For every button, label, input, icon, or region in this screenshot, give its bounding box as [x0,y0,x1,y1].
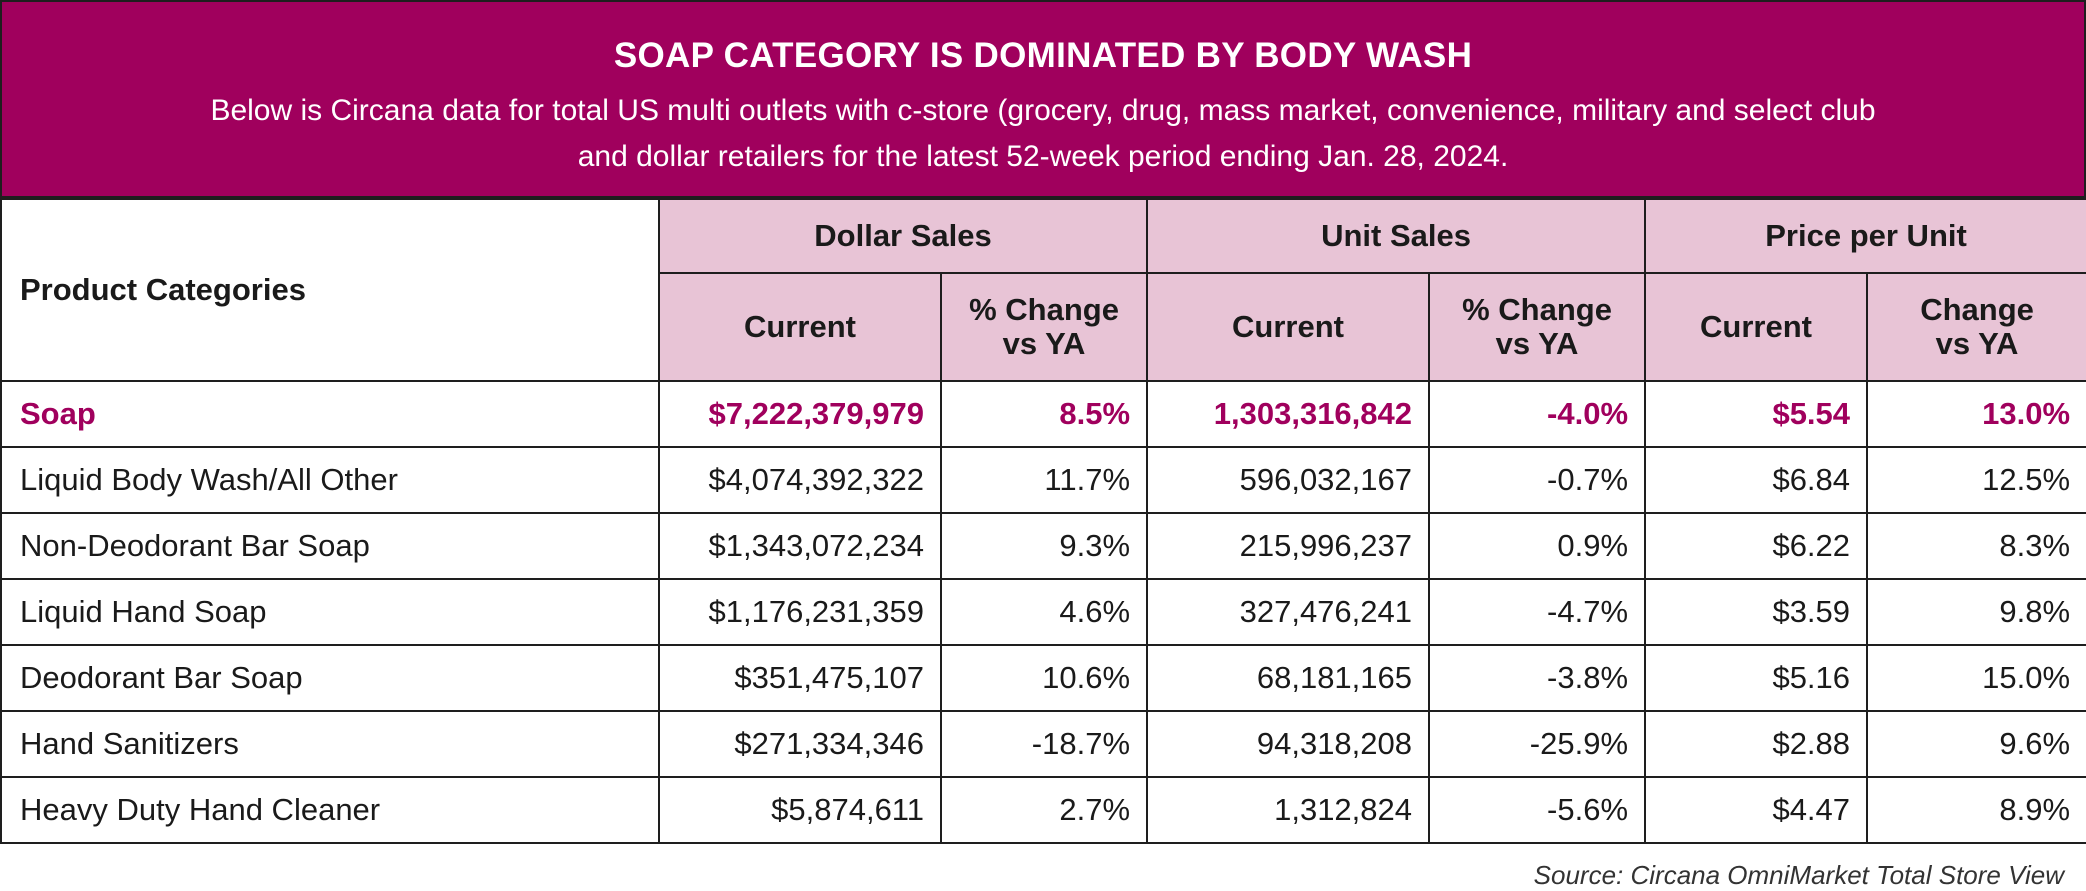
cell-price-change: 9.6% [1866,710,2086,778]
cell-dollar-current: $1,343,072,234 [658,512,942,580]
cell-unit-change: 0.9% [1428,512,1647,580]
row-header-product-categories: Product Categories [0,198,660,382]
title-banner: SOAP CATEGORY IS DOMINATED BY BODY WASH … [0,0,2086,198]
cell-category: Deodorant Bar Soap [0,644,660,712]
cell-dollar-current: $4,074,392,322 [658,446,942,514]
table-body: Soap $7,222,379,979 8.5% 1,303,316,842 -4.0%… [0,380,2086,844]
cell-price-change: 8.3% [1866,512,2086,580]
table-row: Liquid Hand Soap $1,176,231,359 4.6% 327,47… [0,578,2086,646]
cell-unit-change: -0.7% [1428,446,1647,514]
cell-unit-current: 327,476,241 [1146,578,1431,646]
table-row: Soap $7,222,379,979 8.5% 1,303,316,842 -4.0%… [0,380,2086,448]
table-row: Liquid Body Wash/All Other $4,074,392,322… [0,446,2086,514]
cell-price-current: $4.47 [1644,776,1869,844]
cell-dollar-current: $351,475,107 [658,644,942,712]
cell-dollar-change: 9.3% [939,512,1149,580]
cell-category: Hand Sanitizers [0,710,660,778]
group-header-row: Product Categories Dollar Sales Unit Sal… [0,198,2086,382]
cell-unit-current: 1,303,316,842 [1146,380,1431,448]
cell-dollar-current: $1,176,231,359 [658,578,942,646]
cell-unit-change: -4.0% [1428,380,1647,448]
cell-price-change: 15.0% [1866,644,2086,712]
cell-unit-current: 1,312,824 [1146,776,1431,844]
col-header-dollar-current: Current [658,272,942,382]
cell-dollar-change: 2.7% [939,776,1149,844]
cell-dollar-change: 8.5% [939,380,1149,448]
cell-dollar-current: $7,222,379,979 [658,380,942,448]
source-note: Source: Circana OmniMarket Total Store V… [1533,860,2064,890]
col-header-price-change: Change vs YA [1866,272,2086,382]
table-row: Non-Deodorant Bar Soap $1,343,072,234 9.3%… [0,512,2086,580]
cell-dollar-change: -18.7% [939,710,1149,778]
cell-price-current: $2.88 [1644,710,1869,778]
table-row: Heavy Duty Hand Cleaner $5,874,611 2.7% 1,3… [0,776,2086,844]
cell-dollar-change: 10.6% [939,644,1149,712]
cell-price-current: $5.54 [1644,380,1869,448]
cell-dollar-change: 4.6% [939,578,1149,646]
col-header-unit-change: % Change vs YA [1428,272,1647,382]
cell-category: Liquid Hand Soap [0,578,660,646]
cell-unit-current: 215,996,237 [1146,512,1431,580]
cell-unit-change: -5.6% [1428,776,1647,844]
cell-unit-current: 68,181,165 [1146,644,1431,712]
chart-title: SOAP CATEGORY IS DOMINATED BY BODY WASH [613,36,1473,75]
cell-price-change: 13.0% [1866,380,2086,448]
cell-unit-change: -3.8% [1428,644,1647,712]
cell-unit-change: -4.7% [1428,578,1647,646]
sub-header-row: Current % Change vs YA Current % Change … [1,272,2086,382]
cell-price-change: 8.9% [1866,776,2086,844]
cell-category: Liquid Body Wash/All Other [0,446,660,514]
cell-price-current: $6.84 [1644,446,1869,514]
cell-price-current: $5.16 [1644,644,1869,712]
cell-price-current: $3.59 [1644,578,1869,646]
cell-unit-current: 596,032,167 [1146,446,1431,514]
col-header-unit-current: Current [1146,272,1431,382]
cell-dollar-change: 11.7% [939,446,1149,514]
cell-price-current: $6.22 [1644,512,1869,580]
cell-dollar-current: $271,334,346 [658,710,942,778]
table-row: Deodorant Bar Soap $351,475,107 10.6% 68,18… [0,644,2086,712]
col-header-dollar-change: % Change vs YA [939,272,1149,382]
group-header-price-per-unit: Price per Unit [1644,198,2086,274]
cell-category: Non-Deodorant Bar Soap [0,512,660,580]
group-header-dollar-sales: Dollar Sales [657,198,1149,274]
cell-unit-change: -25.9% [1428,710,1647,778]
cell-price-change: 12.5% [1866,446,2086,514]
group-header-unit-sales: Unit Sales [1146,198,1647,274]
sales-table: Product Categories Dollar Sales Unit Sal… [0,198,2086,844]
cell-category: Heavy Duty Hand Cleaner [0,776,660,844]
cell-dollar-current: $5,874,611 [658,776,942,844]
col-header-price-current: Current [1644,272,1869,382]
chart-subtitle: Below is Circana data for total US multi… [210,94,1876,173]
cell-category: Soap [0,380,660,448]
table-row: Hand Sanitizers $271,334,346 -18.7% 94,318,… [0,710,2086,778]
cell-unit-current: 94,318,208 [1146,710,1431,778]
cell-price-change: 9.8% [1866,578,2086,646]
